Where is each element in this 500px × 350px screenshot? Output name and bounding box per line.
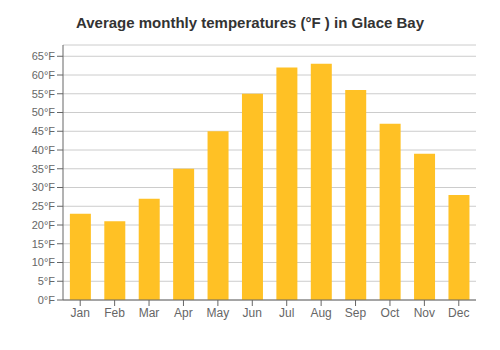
svg-text:Jan: Jan bbox=[71, 306, 90, 320]
svg-text:60°F: 60°F bbox=[32, 69, 56, 81]
svg-text:0°F: 0°F bbox=[38, 294, 56, 306]
svg-text:20°F: 20°F bbox=[32, 219, 56, 231]
svg-text:Feb: Feb bbox=[104, 306, 125, 320]
svg-text:Sep: Sep bbox=[345, 306, 367, 320]
svg-text:Nov: Nov bbox=[414, 306, 435, 320]
svg-text:May: May bbox=[207, 306, 230, 320]
svg-text:25°F: 25°F bbox=[32, 200, 56, 212]
svg-text:Jun: Jun bbox=[243, 306, 262, 320]
svg-text:40°F: 40°F bbox=[32, 144, 56, 156]
svg-text:10°F: 10°F bbox=[32, 256, 56, 268]
svg-text:Aug: Aug bbox=[310, 306, 331, 320]
svg-text:15°F: 15°F bbox=[32, 238, 56, 250]
svg-text:5°F: 5°F bbox=[38, 275, 56, 287]
svg-text:65°F: 65°F bbox=[32, 50, 56, 62]
svg-text:55°F: 55°F bbox=[32, 88, 56, 100]
svg-text:50°F: 50°F bbox=[32, 106, 56, 118]
html-text:Average monthly temperatures (: Average monthly temperatures (°F ) in Gl… bbox=[76, 14, 424, 31]
svg-text:30°F: 30°F bbox=[32, 181, 56, 193]
svg-text:Apr: Apr bbox=[174, 306, 193, 320]
svg-text:Oct: Oct bbox=[381, 306, 400, 320]
svg-text:Mar: Mar bbox=[139, 306, 160, 320]
svg-text:Jul: Jul bbox=[279, 306, 294, 320]
svg-text:45°F: 45°F bbox=[32, 125, 56, 137]
svg-text:35°F: 35°F bbox=[32, 163, 56, 175]
svg-text:Dec: Dec bbox=[448, 306, 469, 320]
